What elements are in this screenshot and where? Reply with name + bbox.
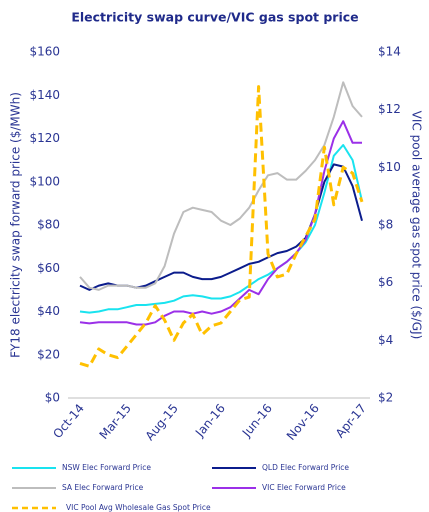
- y-tick-label: $60: [37, 261, 60, 275]
- y-tick-label: $40: [37, 304, 60, 318]
- y-tick-label: $0: [45, 391, 60, 405]
- x-tick-label: Jan-16: [192, 401, 228, 440]
- legend-label: QLD Elec Forward Price: [262, 463, 349, 472]
- x-tick-label: Mar-15: [97, 401, 134, 442]
- y2-tick-label: $6: [378, 275, 393, 289]
- y-axis-label: FY18 electricity swap forward price ($/M…: [9, 92, 23, 358]
- x-tick-label: Aug-15: [143, 401, 181, 443]
- series-line: [79, 144, 363, 314]
- y-tick-label: $140: [29, 88, 60, 102]
- series-line: [79, 163, 363, 291]
- y2-tick-label: $12: [378, 102, 401, 116]
- x-tick-label: Oct-14: [50, 401, 87, 441]
- y-tick-label: $100: [29, 174, 60, 188]
- y2-tick-label: $4: [378, 333, 393, 347]
- y-tick-label: $120: [29, 131, 60, 145]
- y2-tick-label: $10: [378, 160, 401, 174]
- y-tick-label: $80: [37, 218, 60, 232]
- y-tick-label: $160: [29, 45, 60, 59]
- series-line: [79, 81, 363, 291]
- chart-title: Electricity swap curve/VIC gas spot pric…: [71, 10, 358, 25]
- series-line: [79, 85, 364, 368]
- x-tick-label: Apr-17: [333, 401, 369, 440]
- y2-tick-label: $8: [378, 218, 393, 232]
- x-tick-label: Nov-16: [284, 401, 322, 443]
- legend-label: NSW Elec Forward Price: [62, 463, 151, 472]
- y2-tick-label: $2: [378, 391, 393, 405]
- y2-tick-label: $14: [378, 45, 401, 59]
- legend-label: VIC Pool Avg Wholesale Gas Spot Price: [66, 503, 211, 512]
- legend-label: SA Elec Forward Price: [62, 483, 144, 492]
- legend-label: VIC Elec Forward Price: [262, 483, 346, 492]
- x-tick-label: Jun-16: [239, 401, 275, 440]
- y-tick-label: $20: [37, 347, 60, 361]
- y2-axis-label: VIC pool average gas spot price ($/GJ): [410, 111, 424, 340]
